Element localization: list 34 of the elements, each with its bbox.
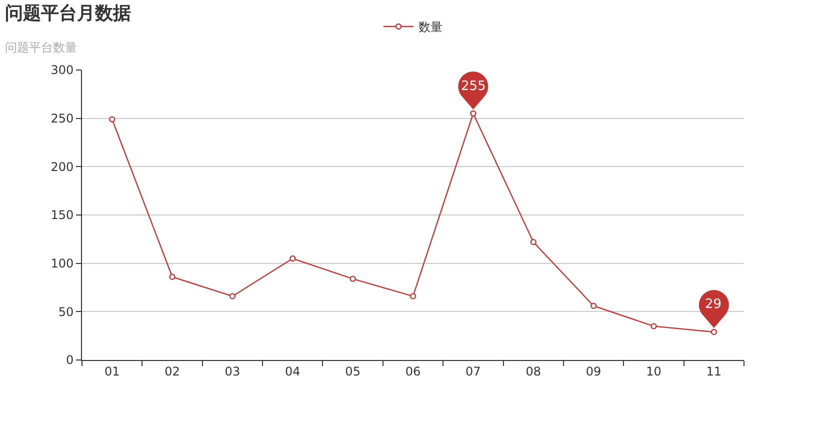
point <box>229 293 236 300</box>
y-tick-label: 250 <box>50 112 74 126</box>
point <box>530 238 536 246</box>
data-label: 29 <box>705 297 722 312</box>
x-tick-label: 02 <box>164 364 180 378</box>
x-tick-label: 01 <box>104 364 120 378</box>
point <box>169 274 176 280</box>
point <box>710 328 718 336</box>
point <box>350 276 356 282</box>
y-tick-label: 150 <box>50 208 74 222</box>
point <box>470 110 476 117</box>
point <box>108 116 116 122</box>
y-tick-label: 100 <box>50 256 74 271</box>
x-tick-label: 09 <box>586 364 602 378</box>
point <box>650 323 657 330</box>
x-tick-label: 05 <box>345 364 360 378</box>
y-tick-label: 200 <box>50 160 74 174</box>
point <box>590 302 597 309</box>
x-tick-label: 11 <box>706 364 722 378</box>
x-tick-label: 10 <box>646 364 662 378</box>
y-tick-label: 0 <box>66 353 74 368</box>
x-tick-label: 03 <box>224 364 240 378</box>
data-label: 255 <box>461 79 486 94</box>
y-tick-label: 50 <box>58 304 74 319</box>
point <box>290 255 296 262</box>
chart-subtitle: 问题平台数量 <box>5 40 77 55</box>
x-tick-label: 08 <box>526 364 541 378</box>
legend-label: 数量 <box>418 20 442 34</box>
y-tick-label: 300 <box>50 63 74 78</box>
point <box>410 293 416 300</box>
x-tick-label: 04 <box>285 364 300 378</box>
x-tick-label: 07 <box>466 364 481 378</box>
x-tick-label: 06 <box>405 364 421 378</box>
chart-title: 问题平台月数据 <box>5 2 131 24</box>
